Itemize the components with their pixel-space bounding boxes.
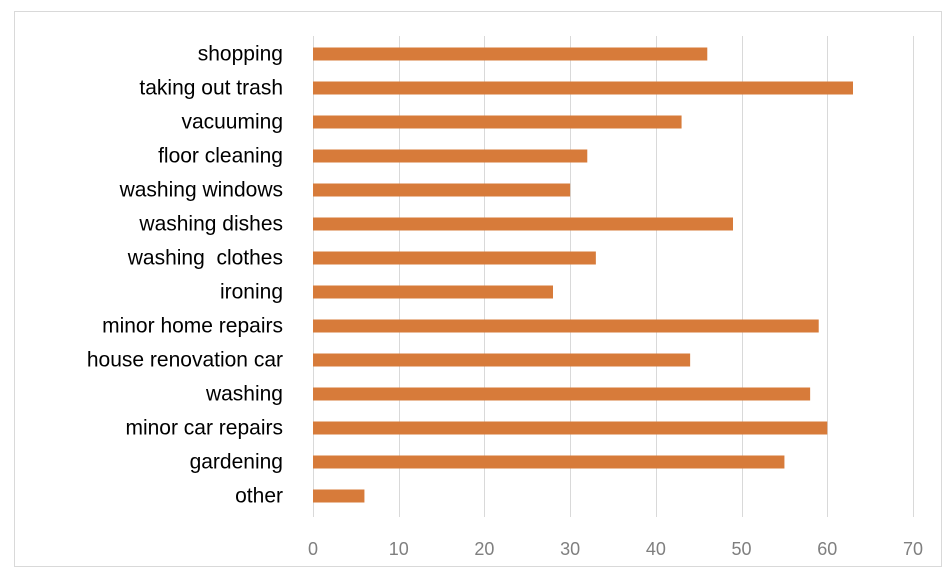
x-tick-label: 10 (389, 539, 409, 559)
bar-vacuuming (313, 115, 682, 129)
x-tick-label: 50 (732, 539, 752, 559)
category-label: ironing (220, 281, 283, 304)
bar-minor-car-repairs (313, 421, 828, 435)
bar-shopping (313, 47, 708, 61)
x-tick-label: 20 (474, 539, 494, 559)
bar-ironing (313, 285, 553, 299)
bar-house-renovation-car (313, 353, 691, 367)
category-label: washing windows (119, 179, 283, 202)
x-tick-label: 40 (646, 539, 666, 559)
bar-washing-windows (313, 183, 571, 197)
category-label: washing clothes (127, 247, 283, 270)
category-labels: shopping taking out trash vacuuming floor c… (87, 43, 283, 508)
category-label: shopping (198, 43, 283, 66)
x-tick-label: 60 (817, 539, 837, 559)
x-tick-label: 30 (560, 539, 580, 559)
bar-washing (313, 387, 811, 401)
x-tick-labels: 0 10 20 30 40 50 60 70 (308, 539, 923, 559)
category-label: house renovation car (87, 349, 283, 372)
x-tick-label: 0 (308, 539, 318, 559)
category-label: gardening (190, 451, 283, 474)
x-tick-label: 70 (903, 539, 923, 559)
category-label: vacuuming (181, 111, 283, 134)
category-label: minor home repairs (102, 315, 283, 338)
category-label: taking out trash (139, 77, 283, 100)
bar-taking-out-trash (313, 81, 853, 95)
bar-minor-home-repairs (313, 319, 819, 333)
bar-other (313, 489, 365, 503)
bar-washing-dishes (313, 217, 733, 231)
bar-gardening (313, 455, 785, 469)
category-label: washing (205, 383, 283, 406)
category-label: minor car repairs (125, 417, 283, 440)
bar-washing-clothes (313, 251, 596, 265)
category-label: other (235, 485, 283, 508)
bars (313, 47, 853, 503)
category-label: washing dishes (138, 213, 283, 236)
gridlines (313, 36, 914, 517)
category-label: floor cleaning (158, 145, 283, 168)
bar-floor-cleaning (313, 149, 588, 163)
